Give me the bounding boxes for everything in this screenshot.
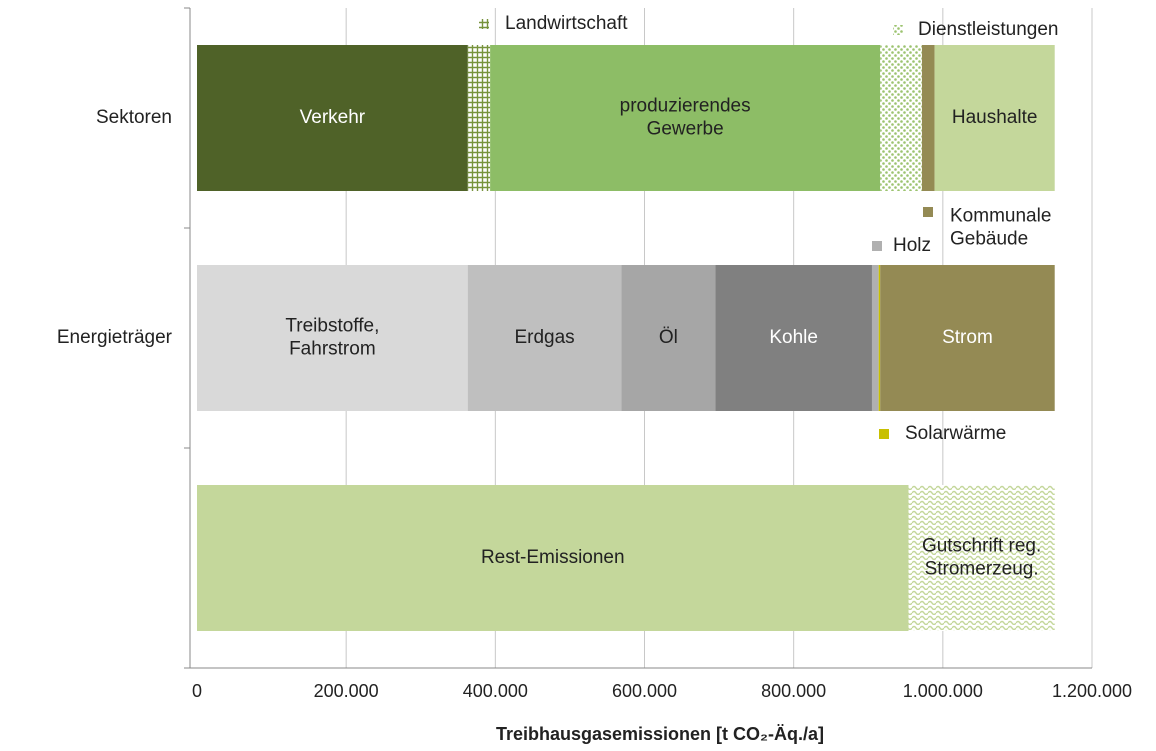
segment-label: Treibstoffe, Fahrstrom	[285, 316, 379, 360]
bar-segment	[621, 265, 716, 411]
x-tick-label: 0	[192, 681, 202, 701]
x-tick-label: 1.200.000	[1052, 681, 1132, 701]
segment-label: Öl	[659, 327, 678, 348]
callout-marker	[479, 19, 489, 29]
segment-label: Kohle	[769, 327, 818, 348]
y-tick-label: Sektoren	[96, 107, 172, 128]
bar-segment	[878, 265, 881, 411]
x-tick-label: 200.000	[314, 681, 379, 701]
bar-segment	[197, 485, 909, 631]
x-axis-title: Treibhausgasemissionen [t CO₂-Äq./a]	[496, 724, 824, 744]
callout-label: Holz	[893, 235, 931, 256]
bar-segment	[197, 265, 468, 411]
bar-segment	[490, 45, 881, 191]
segment-label: Rest-Emissionen	[481, 547, 625, 568]
bar-segment	[197, 45, 468, 191]
callout-label: Kommunale Gebäude	[950, 206, 1051, 250]
segment-label: Strom	[942, 327, 993, 348]
bar-segment	[880, 45, 922, 191]
segment-label: Gutschrift reg. Stromerzeug.	[922, 536, 1041, 580]
callout-marker	[893, 25, 903, 35]
callout-marker	[879, 429, 889, 439]
x-tick-label: 600.000	[612, 681, 677, 701]
bar-segment	[467, 45, 491, 191]
callout-marker	[872, 241, 882, 251]
bar-segment	[921, 45, 935, 191]
segment-label: Haushalte	[952, 107, 1038, 128]
bar-segment	[934, 45, 1055, 191]
x-tick-label: 1.000.000	[903, 681, 983, 701]
bar-segment	[908, 485, 1055, 631]
callout-label: Landwirtschaft	[505, 13, 628, 34]
y-tick-label: Energieträger	[57, 327, 173, 348]
x-tick-label: 800.000	[761, 681, 826, 701]
callout-label: Solarwärme	[905, 423, 1006, 444]
bar-segment	[715, 265, 872, 411]
callout-marker	[923, 207, 933, 217]
segment-label: Erdgas	[514, 327, 574, 348]
bar-segment	[467, 265, 622, 411]
x-tick-label: 400.000	[463, 681, 528, 701]
callout-label: Dienstleistungen	[918, 19, 1058, 40]
bar-segment	[871, 265, 879, 411]
segment-label: produzierendes Gewerbe	[620, 96, 751, 140]
bar-segment	[880, 265, 1055, 411]
segment-label: Verkehr	[300, 107, 366, 128]
